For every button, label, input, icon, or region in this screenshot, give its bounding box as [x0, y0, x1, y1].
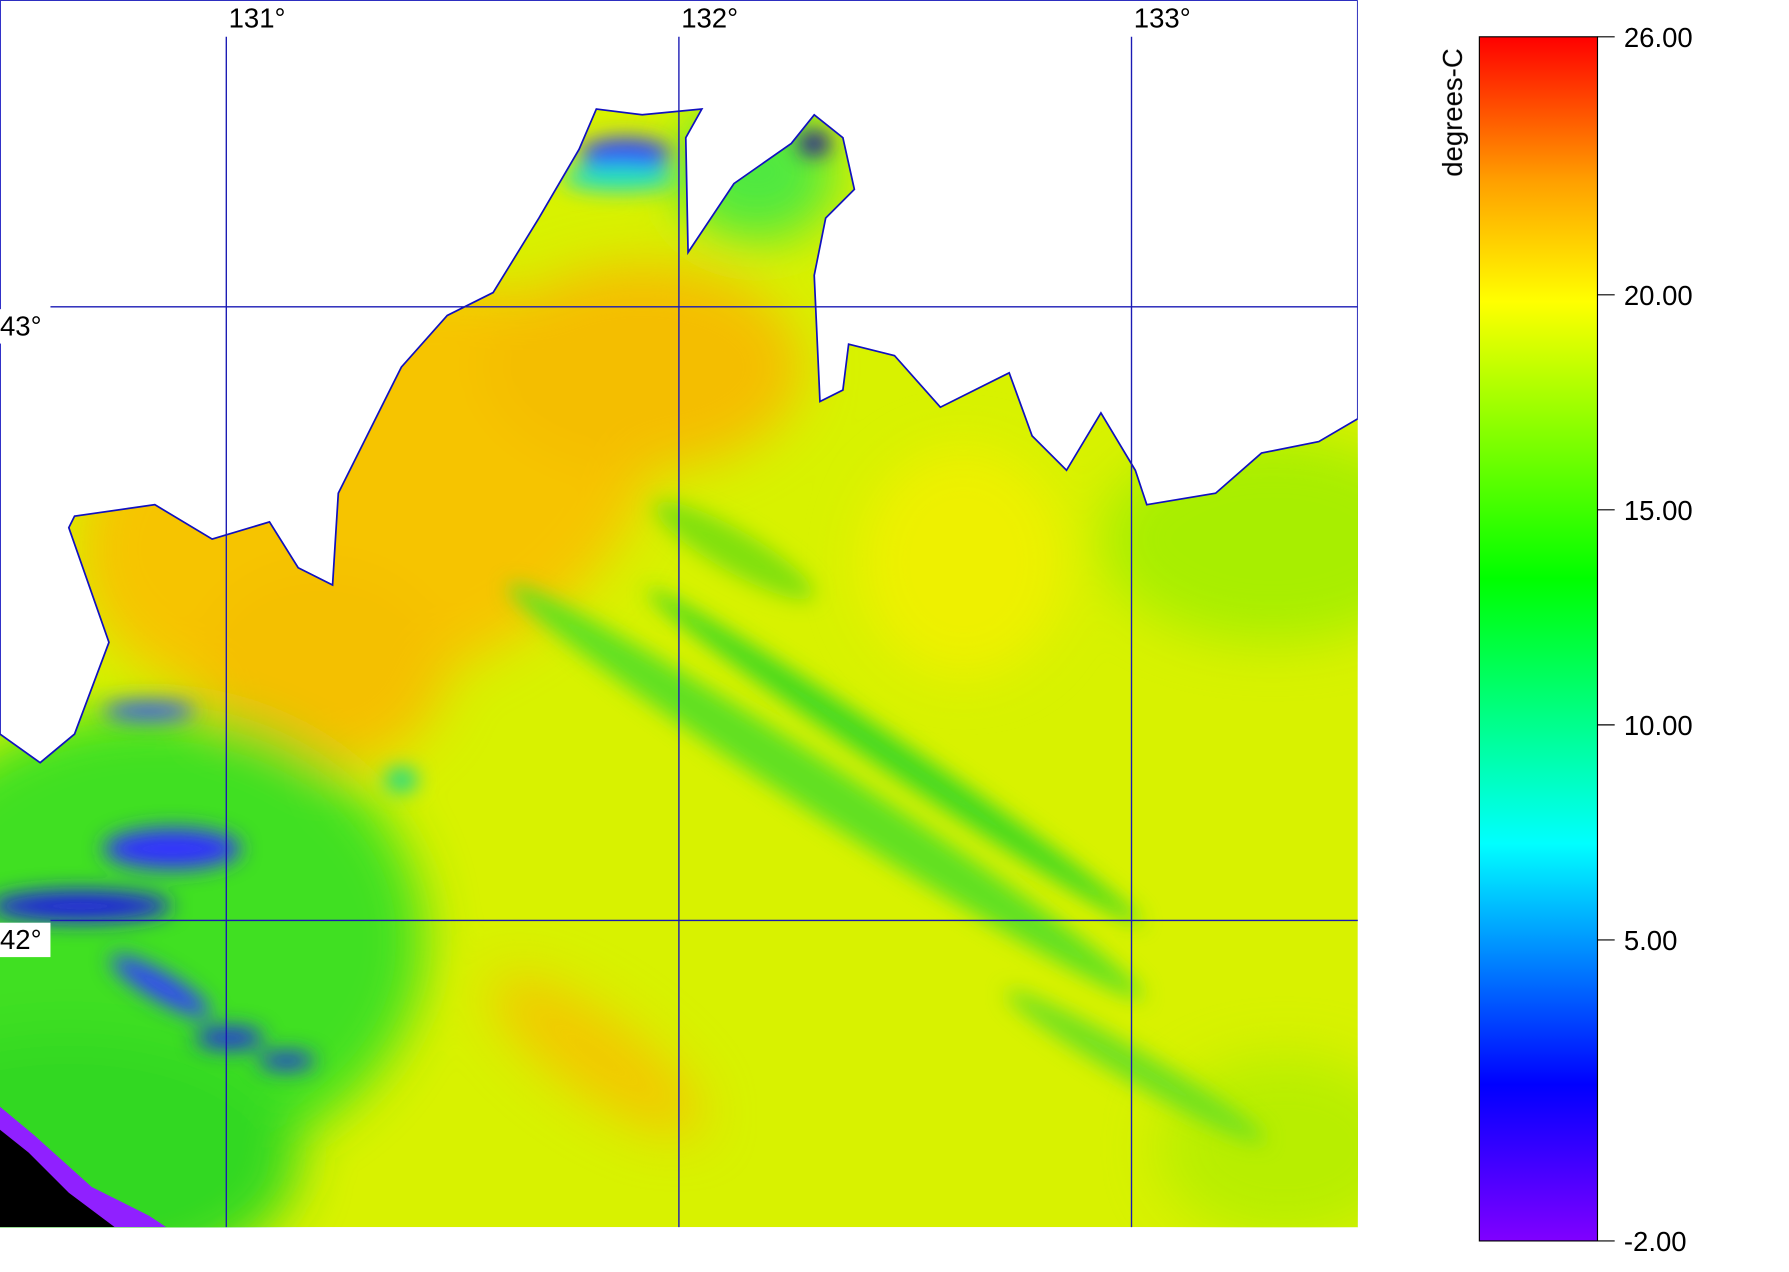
lat-label: 42° [0, 924, 42, 955]
colorbar-tick-label: 10.00 [1624, 710, 1693, 741]
colorbar-tick-label: 15.00 [1624, 495, 1693, 526]
lat-label-bg [0, 922, 51, 958]
colorbar-tick-label: 5.00 [1624, 925, 1678, 956]
lon-label: 131° [229, 3, 286, 34]
lon-label: 132° [681, 3, 738, 34]
colorbar-tick-label: -2.00 [1624, 1226, 1687, 1257]
colorbar-title: degrees-C [1437, 48, 1468, 176]
colorbar-tick-label: 26.00 [1624, 22, 1693, 53]
land [0, 0, 1358, 764]
graticule: 131° 132° 133° 43° 42° [0, 3, 1358, 1228]
lon-label: 133° [1134, 3, 1191, 34]
colorbar [1478, 36, 1599, 1242]
colorbar-tick-label: 20.00 [1624, 280, 1693, 311]
lat-label: 43° [0, 311, 42, 342]
sst-field [0, 0, 1358, 1228]
no-data-area [0, 1129, 115, 1228]
lat-label-bg [0, 309, 51, 344]
